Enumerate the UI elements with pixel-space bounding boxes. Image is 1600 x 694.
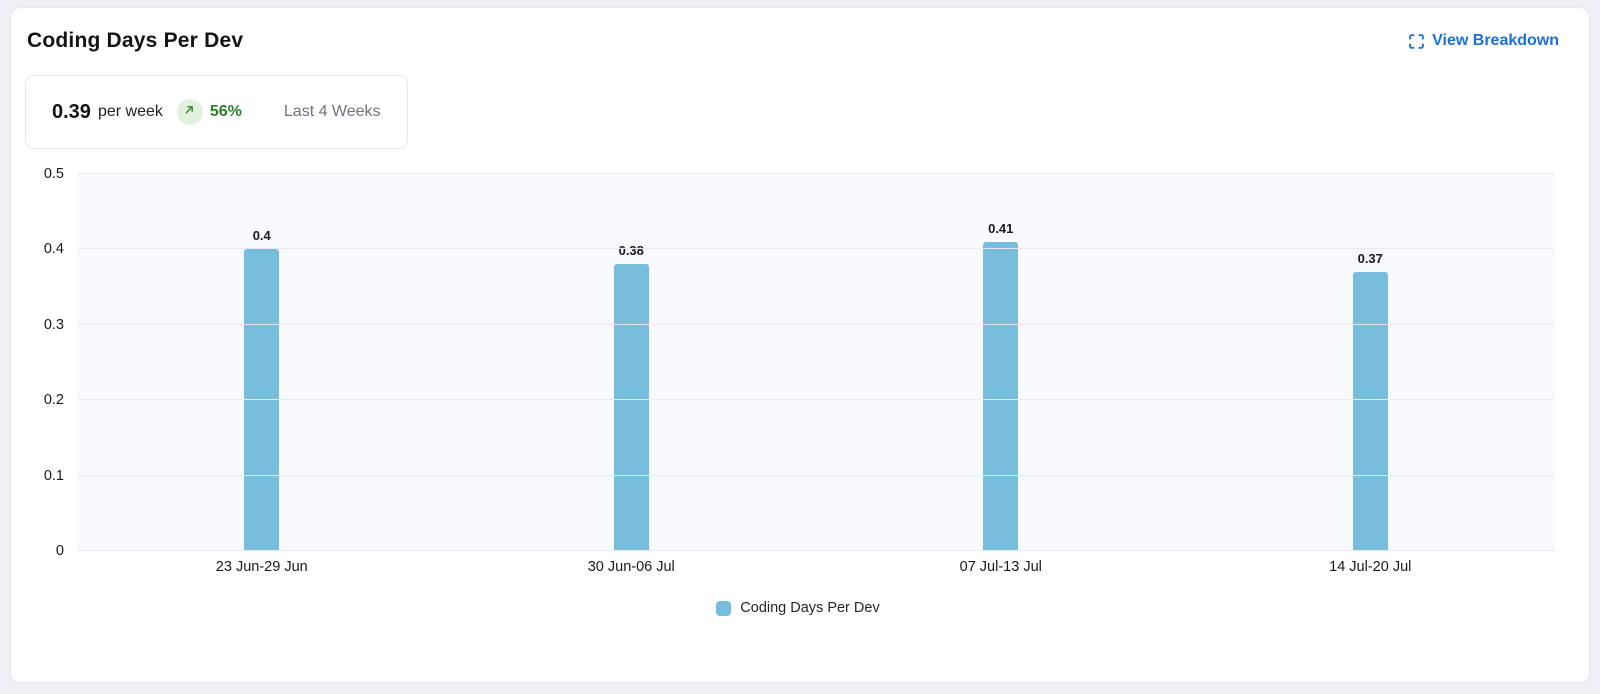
bar-chart: 0 0.1 0.2 0.3 0.4 0.5 0.4 0.38 0.41 0.37 23 Jun-…: [27, 166, 1569, 616]
x-tick-label: 14 Jul-20 Jul: [1329, 559, 1412, 575]
legend-swatch: [716, 600, 732, 616]
bar[interactable]: [244, 249, 280, 551]
chart-legend: Coding Days Per Dev: [27, 600, 1569, 616]
y-tick-label: 0: [55, 543, 64, 559]
gridline: [77, 248, 1555, 250]
trend-up-badge: [176, 99, 203, 125]
y-tick-label: 0.4: [43, 241, 64, 258]
y-tick-label: 0.1: [43, 467, 64, 484]
bar[interactable]: [983, 241, 1019, 551]
stat-period: Last 4 Weeks: [283, 103, 381, 120]
x-tick-label: 07 Jul-13 Jul: [959, 559, 1042, 575]
gridline: [77, 550, 1555, 551]
x-axis: 23 Jun-29 Jun 30 Jun-06 Jul 07 Jul-13 Jul 1…: [27, 559, 1569, 575]
page-title: Coding Days Per Dev: [27, 29, 244, 52]
summary-stat-card: 0.39 per week 56% Last 4 Weeks: [25, 75, 408, 149]
y-axis: 0 0.1 0.2 0.3 0.4 0.5: [27, 166, 77, 559]
plot-area: 0.4 0.38 0.41 0.37: [77, 173, 1555, 551]
view-breakdown-button[interactable]: View Breakdown: [1408, 32, 1559, 50]
gridline: [77, 323, 1555, 325]
x-tick-label: 23 Jun-29 Jun: [215, 559, 308, 575]
card-header: Coding Days Per Dev View Breakdown: [11, 8, 1589, 53]
x-axis-spacer: [27, 559, 77, 575]
stat-value: 0.39: [52, 100, 91, 123]
bar-value-label: 0.41: [988, 220, 1014, 236]
bar-group: 0.41: [816, 174, 1186, 551]
metric-card: Coding Days Per Dev View Breakdown 0.39 …: [10, 7, 1590, 683]
bar-value-label: 0.38: [618, 243, 644, 259]
stat-unit: per week: [97, 103, 163, 120]
legend-label: Coding Days Per Dev: [740, 600, 880, 616]
bar-group: 0.4: [77, 174, 447, 551]
x-axis-labels: 23 Jun-29 Jun 30 Jun-06 Jul 07 Jul-13 Jul 1…: [77, 559, 1555, 575]
bar-value-label: 0.4: [252, 228, 271, 244]
bar-group: 0.38: [447, 174, 817, 551]
view-breakdown-label: View Breakdown: [1432, 32, 1559, 49]
trend-percentage: 56%: [209, 103, 242, 120]
arrow-up-right-icon: [183, 103, 196, 121]
bar[interactable]: [1352, 272, 1388, 551]
y-tick-label: 0.3: [43, 316, 64, 333]
bar-group: 0.37: [1186, 174, 1556, 551]
bar-value-label: 0.37: [1357, 251, 1383, 267]
legend-item-coding-days[interactable]: Coding Days Per Dev: [716, 600, 880, 616]
gridline: [77, 474, 1555, 476]
bars-row: 0.4 0.38 0.41 0.37: [77, 174, 1555, 551]
bar[interactable]: [613, 264, 649, 551]
y-tick-label: 0.2: [43, 392, 64, 409]
x-tick-label: 30 Jun-06 Jul: [587, 559, 675, 575]
gridline: [77, 399, 1555, 401]
expand-icon: [1408, 33, 1425, 50]
y-tick-label: 0.5: [43, 166, 64, 182]
gridline: [77, 173, 1555, 174]
